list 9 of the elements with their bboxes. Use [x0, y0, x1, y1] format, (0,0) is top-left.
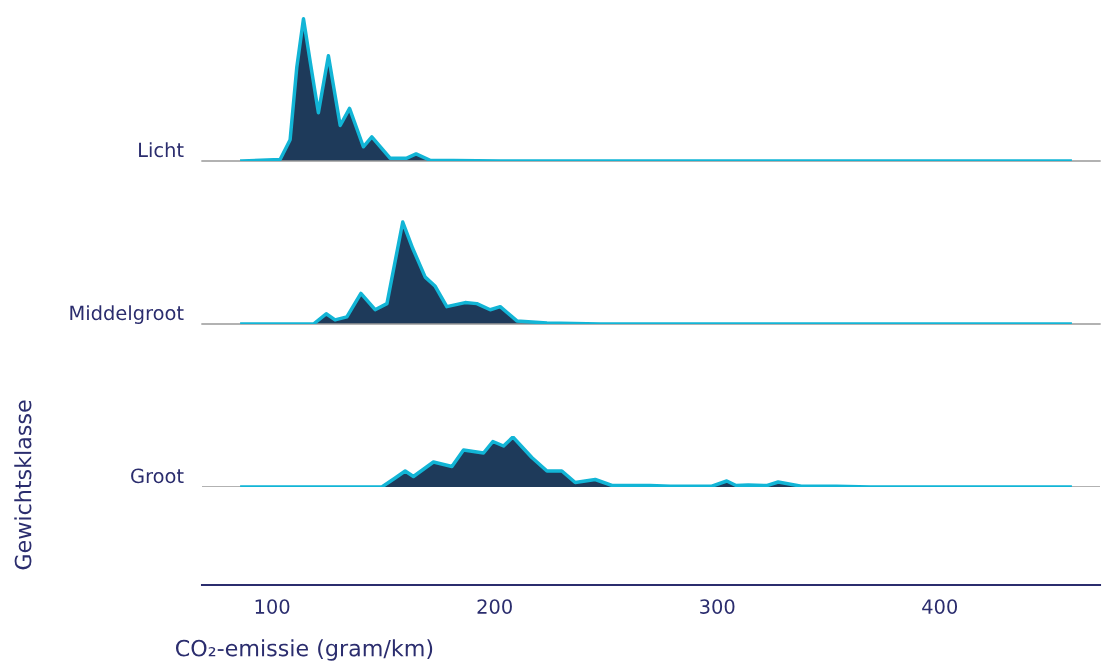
text: Gewichtsklasse [14, 400, 32, 570]
x-axis-title: CO₂-emissie (gram/km) [175, 639, 433, 661]
x-tick-label: 100 [255, 599, 290, 614]
x-tick-label: 300 [700, 599, 735, 614]
text: Middelgroot [70, 305, 184, 324]
x-tick-label: 400 [922, 599, 958, 614]
text: Groot [131, 468, 184, 484]
x-tick-label: 200 [477, 599, 512, 614]
text: Licht [139, 142, 184, 158]
